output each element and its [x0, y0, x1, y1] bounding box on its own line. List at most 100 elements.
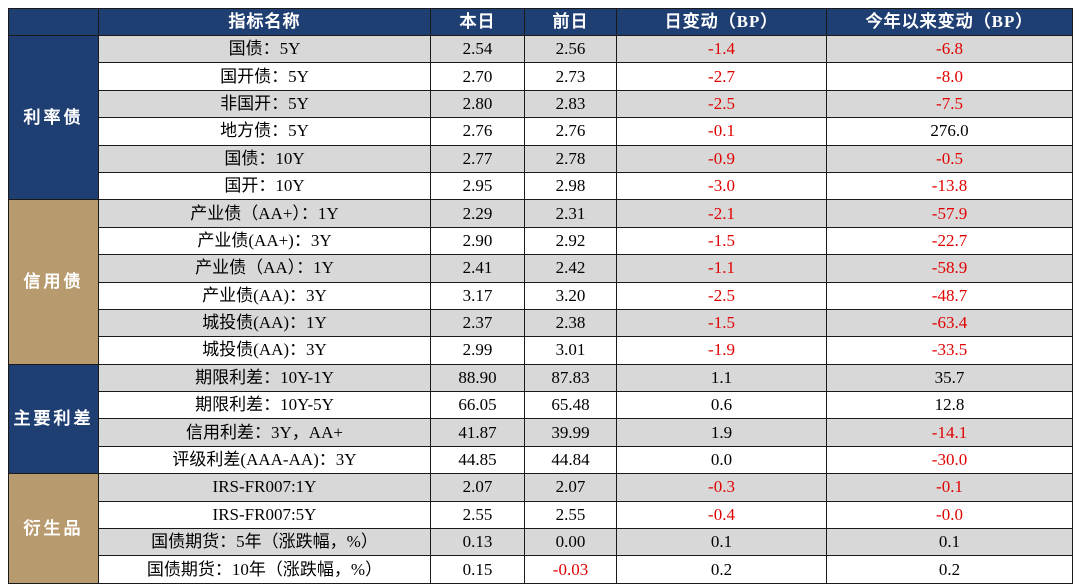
table-row: 产业债（AA）：1Y 2.41 2.42 -1.1 -58.9 [9, 254, 1073, 283]
table-row: 信用利差：3Y，AA+ 41.87 39.99 1.9 -14.1 [9, 418, 1073, 447]
previous-value-cell: 2.07 [524, 473, 617, 502]
today-value-cell: 2.07 [430, 473, 525, 502]
indicator-name-cell: 国债期货：5年（涨跌幅，%） [98, 528, 431, 557]
indicator-name-cell: IRS-FR007:1Y [98, 473, 431, 502]
header-row: 指标名称 本日 前日 日变动（BP） 今年以来变动（BP） [8, 8, 1073, 36]
day-change-cell: -3.0 [616, 171, 827, 201]
today-value-cell: 2.76 [430, 117, 525, 146]
table-row: 国开：10Y 2.95 2.98 -3.0 -13.8 [9, 171, 1073, 201]
today-value-cell: 2.99 [430, 336, 525, 365]
table-row: 城投债(AA)：3Y 2.99 3.01 -1.9 -33.5 [9, 336, 1073, 365]
table-row: IRS-FR007:5Y 2.55 2.55 -0.4 -0.0 [9, 500, 1073, 530]
ytd-change-cell: -30.0 [826, 445, 1073, 475]
ytd-change-cell: -0.0 [826, 500, 1073, 530]
previous-value-cell: 2.42 [524, 254, 617, 283]
table-row: 国债期货：10年（涨跌幅，%） 0.15 -0.03 0.2 0.2 [9, 555, 1073, 584]
day-change-cell: -1.5 [616, 226, 827, 256]
bond-market-table: 指标名称 本日 前日 日变动（BP） 今年以来变动（BP） 利率债 国债：5Y 2.… [8, 8, 1073, 584]
ytd-change-cell: -58.9 [826, 254, 1073, 283]
day-change-cell: -0.1 [616, 117, 827, 146]
previous-value-cell: 2.78 [524, 144, 617, 173]
today-value-cell: 88.90 [430, 363, 525, 393]
today-value-cell: 44.85 [430, 445, 525, 475]
table-row: 城投债(AA)：1Y 2.37 2.38 -1.5 -63.4 [9, 308, 1073, 338]
table-row: 非国开：5Y 2.80 2.83 -2.5 -7.5 [9, 89, 1073, 119]
table-row: 衍生品 IRS-FR007:1Y 2.07 2.07 -0.3 -0.1 [8, 473, 1073, 584]
table-row: 地方债：5Y 2.76 2.76 -0.1 276.0 [9, 117, 1073, 146]
indicator-name-cell: IRS-FR007:5Y [98, 500, 431, 530]
table-row: 国债期货：5年（涨跌幅，%） 0.13 0.00 0.1 0.1 [9, 528, 1073, 557]
indicator-name-cell: 国债期货：10年（涨跌幅，%） [98, 555, 431, 584]
category-cell: 主要利差 [8, 363, 99, 475]
today-value-cell: 2.70 [430, 62, 525, 91]
day-change-cell: 0.0 [616, 445, 827, 475]
indicator-name-cell: 国债：10Y [98, 144, 431, 173]
ytd-change-cell: -14.1 [826, 418, 1073, 447]
category-cell: 信用债 [8, 199, 99, 365]
header-previous-day: 前日 [524, 8, 617, 36]
ytd-change-cell: -7.5 [826, 89, 1073, 119]
ytd-change-cell: -0.5 [826, 144, 1073, 173]
bond-market-table-container: 指标名称 本日 前日 日变动（BP） 今年以来变动（BP） 利率债 国债：5Y 2.… [8, 8, 1073, 584]
ytd-change-cell: -13.8 [826, 171, 1073, 201]
previous-value-cell: 3.20 [524, 281, 617, 310]
previous-value-cell: 2.56 [524, 34, 617, 64]
day-change-cell: -2.1 [616, 199, 827, 228]
previous-value-cell: 65.48 [524, 391, 617, 420]
today-value-cell: 41.87 [430, 418, 525, 447]
today-value-cell: 2.37 [430, 308, 525, 338]
today-value-cell: 2.80 [430, 89, 525, 119]
category-cell: 衍生品 [8, 473, 99, 584]
previous-value-cell: 2.98 [524, 171, 617, 201]
indicator-name-cell: 产业债（AA+）：1Y [98, 199, 431, 228]
today-value-cell: 2.41 [430, 254, 525, 283]
previous-value-cell: 2.31 [524, 199, 617, 228]
day-change-cell: 0.2 [616, 555, 827, 584]
day-change-cell: -0.3 [616, 473, 827, 502]
ytd-change-cell: -57.9 [826, 199, 1073, 228]
table-row: 期限利差：10Y-5Y 66.05 65.48 0.6 12.8 [9, 391, 1073, 420]
ytd-change-cell: 276.0 [826, 117, 1073, 146]
day-change-cell: -2.5 [616, 281, 827, 310]
table-row: 信用债 产业债（AA+）：1Y 2.29 2.31 -2.1 -57.9 [8, 199, 1073, 365]
previous-value-cell: 39.99 [524, 418, 617, 447]
today-value-cell: 0.15 [430, 555, 525, 584]
day-change-cell: -1.4 [616, 34, 827, 64]
previous-value-cell: 87.83 [524, 363, 617, 393]
indicator-name-cell: 产业债（AA）：1Y [98, 254, 431, 283]
previous-value-cell: 3.01 [524, 336, 617, 365]
day-change-cell: -1.5 [616, 308, 827, 338]
previous-value-cell: 44.84 [524, 445, 617, 475]
ytd-change-cell: -63.4 [826, 308, 1073, 338]
day-change-cell: 0.1 [616, 528, 827, 557]
today-value-cell: 2.55 [430, 500, 525, 530]
ytd-change-cell: 0.2 [826, 555, 1073, 584]
day-change-cell: -0.9 [616, 144, 827, 173]
previous-value-cell: 2.38 [524, 308, 617, 338]
day-change-cell: 1.9 [616, 418, 827, 447]
indicator-name-cell: 国开：10Y [98, 171, 431, 201]
table-row: 产业债(AA)：3Y 3.17 3.20 -2.5 -48.7 [9, 281, 1073, 310]
today-value-cell: 3.17 [430, 281, 525, 310]
today-value-cell: 2.95 [430, 171, 525, 201]
indicator-name-cell: 信用利差：3Y，AA+ [98, 418, 431, 447]
table-row: 国开债：5Y 2.70 2.73 -2.7 -8.0 [9, 62, 1073, 91]
previous-value-cell: -0.03 [524, 555, 617, 584]
today-value-cell: 66.05 [430, 391, 525, 420]
header-today: 本日 [430, 8, 525, 36]
today-value-cell: 2.77 [430, 144, 525, 173]
indicator-name-cell: 国开债：5Y [98, 62, 431, 91]
header-indicator-name: 指标名称 [98, 8, 431, 36]
header-day-change: 日变动（BP） [616, 8, 827, 36]
indicator-name-cell: 城投债(AA)：3Y [98, 336, 431, 365]
indicator-name-cell: 非国开：5Y [98, 89, 431, 119]
indicator-name-cell: 期限利差：10Y-1Y [98, 363, 431, 393]
previous-value-cell: 2.83 [524, 89, 617, 119]
indicator-name-cell: 国债：5Y [98, 34, 431, 64]
previous-value-cell: 0.00 [524, 528, 617, 557]
previous-value-cell: 2.92 [524, 226, 617, 256]
ytd-change-cell: 12.8 [826, 391, 1073, 420]
indicator-name-cell: 评级利差(AAA-AA)：3Y [98, 445, 431, 475]
day-change-cell: 1.1 [616, 363, 827, 393]
ytd-change-cell: 35.7 [826, 363, 1073, 393]
